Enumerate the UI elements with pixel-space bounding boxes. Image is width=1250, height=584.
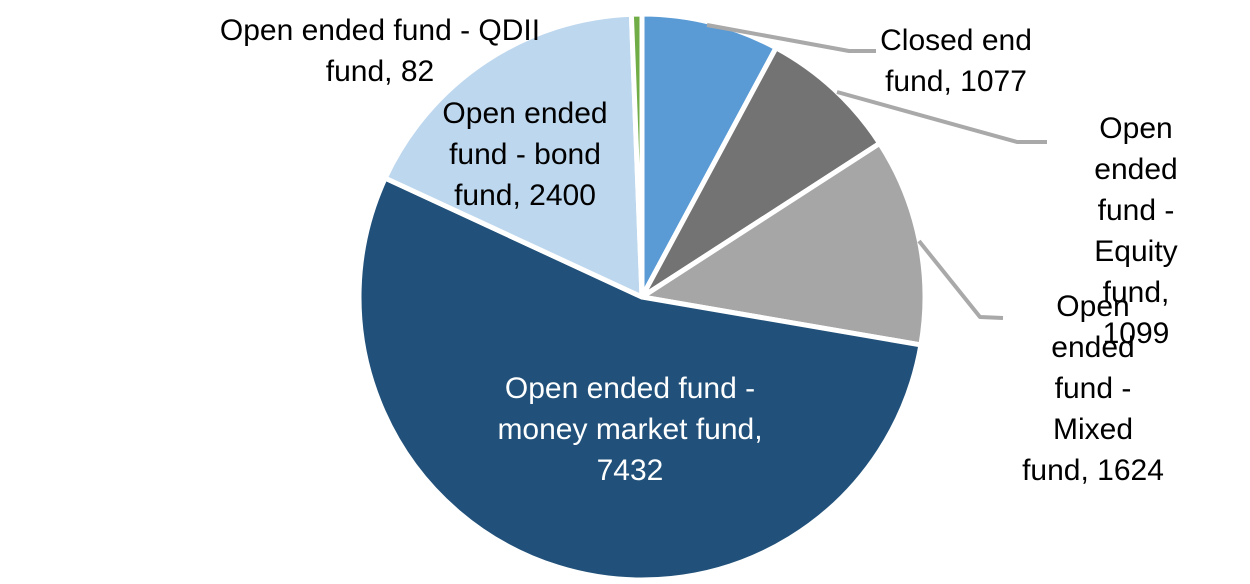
pie-slice-closed-end-fund: [639, 11, 779, 300]
leader-line-mixed-fund: [917, 239, 1004, 320]
data-label-equity-fund: Open ended fund - Equity fund, 1099: [1094, 112, 1178, 350]
pie-slice-open-ended-equity-fund: [639, 45, 883, 300]
data-label-money-market-fund: Open ended fund - money market fund, 743…: [497, 372, 763, 487]
leader-line-closed-end-fund: [706, 23, 876, 53]
pie-slice-open-ended-money-market-fund: [356, 175, 924, 583]
pie-slice-open-ended-bond-fund: [382, 11, 645, 300]
leader-lines-group: [706, 23, 1047, 320]
data-label-closed-end-fund: Closed end fund, 1077: [880, 24, 1032, 98]
pie-slices-group: [356, 11, 928, 583]
pie-slice-open-ended-qdii-fund: [628, 11, 645, 300]
data-label-qdii-fund: Open ended fund - QDII fund, 82: [219, 14, 541, 88]
leader-line-equity-fund: [836, 90, 1047, 144]
data-label-bond-fund: Open ended fund - bond fund, 2400: [442, 97, 608, 212]
data-label-mixed-fund: Open ended fund - Mixed fund, 1624: [1022, 290, 1164, 487]
pie-slice-open-ended-mixed-fund: [639, 140, 928, 348]
